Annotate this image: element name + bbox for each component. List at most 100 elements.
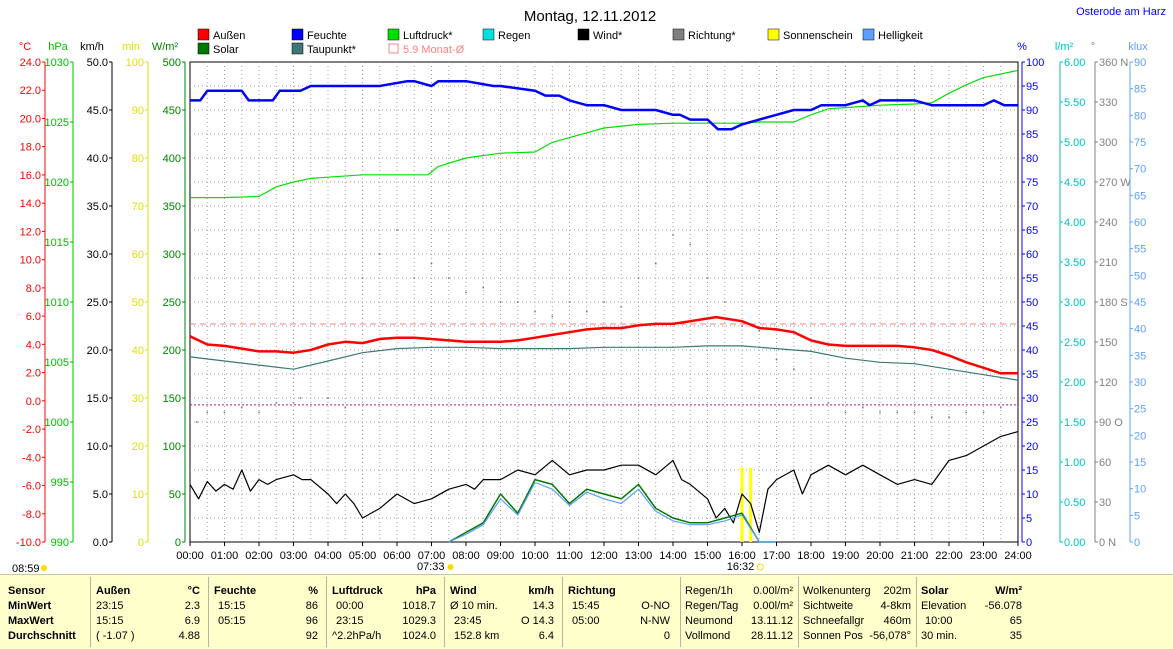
richtung-point	[741, 325, 743, 327]
right-tick-label: 180 S	[1099, 297, 1128, 309]
sum-solar-time: 10:00	[925, 615, 953, 627]
sum-elevation-val: -56.078	[984, 600, 1022, 612]
sum-sicht-label: Sichtweite	[803, 600, 854, 612]
right-tick-label: 60	[1026, 249, 1038, 261]
richtung-point	[948, 416, 950, 418]
right-tick-label: 1.50	[1064, 417, 1085, 429]
x-tick-label: 22:00	[935, 550, 963, 562]
right-tick-label: 60	[1134, 217, 1146, 229]
right-tick-label: 0.00	[1064, 537, 1085, 549]
sum-head-solar-unit: W/m²	[995, 585, 1022, 597]
right-tick-label: 2.00	[1064, 377, 1085, 389]
left-tick-label: 0	[175, 537, 181, 549]
right-axis-unit: klux	[1128, 41, 1148, 53]
sum-druck-max-val: 1029.3	[402, 615, 436, 627]
richtung-point	[378, 253, 381, 255]
x-tick-label: 13:00	[625, 550, 653, 562]
sum-druck-max-time: 23:15	[336, 615, 364, 627]
sunshine-bar	[740, 468, 744, 542]
right-tick-label: 50	[1026, 297, 1038, 309]
right-tick-label: 120	[1099, 377, 1117, 389]
legend-swatch	[197, 28, 210, 41]
sunrise-label: 07:33	[417, 561, 445, 573]
richtung-point	[344, 406, 347, 409]
series-taupunkt	[189, 345, 1019, 381]
right-tick-label: 10	[1026, 489, 1038, 501]
richtung-point	[1017, 406, 1019, 409]
right-tick-label: 80	[1134, 110, 1146, 122]
left-tick-label: 35.0	[87, 201, 108, 213]
sum-row-max: MaxWert	[8, 615, 54, 627]
right-tick-label: 1.00	[1064, 457, 1085, 469]
right-tick-label: 300	[1099, 137, 1117, 149]
sum-schnee-val: 460m	[883, 615, 911, 627]
sum-neumond-val: 13.11.12	[750, 615, 793, 627]
right-tick-label: 85	[1134, 84, 1146, 96]
sum-aussen-max-val: 6.9	[184, 615, 200, 627]
right-tick-label: 65	[1026, 225, 1038, 237]
x-tick-label: 04:00	[314, 550, 342, 562]
right-tick-label: 45	[1134, 297, 1146, 309]
right-tick-label: 70	[1134, 164, 1146, 176]
richtung-point	[792, 368, 795, 370]
legend-swatch	[482, 28, 495, 41]
legend-label: Feuchte	[307, 30, 347, 42]
x-tick-label: 14:00	[659, 550, 687, 562]
sum-druck-min-val: 1018.7	[402, 600, 436, 612]
sum-wind-max-time: 23:45	[454, 615, 482, 627]
legend-swatch	[197, 42, 210, 55]
richtung-point	[206, 411, 209, 414]
right-tick-label: 30	[1099, 497, 1111, 509]
sum-head-feuchte: Feuchte	[214, 585, 257, 597]
sunset-label: 16:32	[727, 561, 755, 573]
left-tick-label: 16.0	[20, 170, 41, 182]
right-tick-label: 6.00	[1064, 57, 1085, 69]
sum-head-sensor: Sensor	[8, 585, 46, 597]
sunrise-icon	[447, 564, 454, 570]
sum-solar-30min-label: 30 min.	[921, 630, 958, 642]
right-tick-label: 65	[1134, 190, 1146, 202]
sum-richtung-max-time: 05:00	[572, 615, 600, 627]
left-tick-label: 10.0	[20, 255, 41, 267]
left-tick-label: 300	[163, 249, 181, 261]
sum-head-aussen-unit: °C	[187, 585, 200, 597]
left-tick-label: 20.0	[20, 113, 41, 125]
right-tick-label: 5.00	[1064, 137, 1085, 149]
left-tick-label: 90	[132, 105, 144, 117]
legend-swatch	[862, 28, 875, 41]
richtung-point	[430, 262, 433, 265]
sum-row-avg: Durchschnitt	[8, 630, 76, 642]
legend-label: Regen	[498, 30, 530, 42]
richtung-point	[447, 277, 450, 279]
sum-richtung-max-val: N-NW	[640, 615, 670, 627]
right-tick-label: 45	[1026, 321, 1038, 333]
sum-richtung-min-time: 15:45	[572, 600, 600, 612]
richtung-point	[706, 277, 709, 279]
sum-head-wind: Wind	[450, 585, 477, 597]
sum-vollmond-val: 28.11.12	[750, 630, 793, 642]
richtung-point	[516, 301, 519, 303]
right-tick-label: 15	[1134, 457, 1146, 469]
sum-regen1h-val: 0.00l/m²	[753, 585, 793, 597]
richtung-point	[965, 411, 968, 414]
x-tick-label: 08:00	[452, 550, 480, 562]
left-tick-label: 4.0	[26, 339, 41, 351]
legend-swatch-monat	[388, 43, 399, 54]
sum-aussen-avg-note: ( -1.07 )	[96, 630, 135, 642]
left-tick-label: 1020	[45, 177, 69, 189]
sum-druck-trend: ^2.2hPa/h	[332, 630, 382, 642]
richtung-point	[758, 330, 761, 332]
left-tick-label: 0.0	[93, 537, 108, 549]
richtung-point	[551, 315, 554, 318]
left-tick-label: 1000	[45, 417, 69, 429]
sum-schnee-label: Schneefallgr	[803, 615, 865, 627]
sum-richtung-min-val: O-NO	[641, 600, 670, 612]
left-tick-label: 100	[126, 57, 144, 69]
right-tick-label: 3.50	[1064, 257, 1085, 269]
richtung-point	[603, 301, 605, 303]
sum-regen1h-label: Regen/1h	[685, 585, 733, 597]
right-tick-label: 5	[1134, 510, 1140, 522]
right-tick-label: 75	[1026, 177, 1038, 189]
right-tick-label: 50	[1134, 270, 1146, 282]
left-tick-label: -8.0	[22, 509, 41, 521]
